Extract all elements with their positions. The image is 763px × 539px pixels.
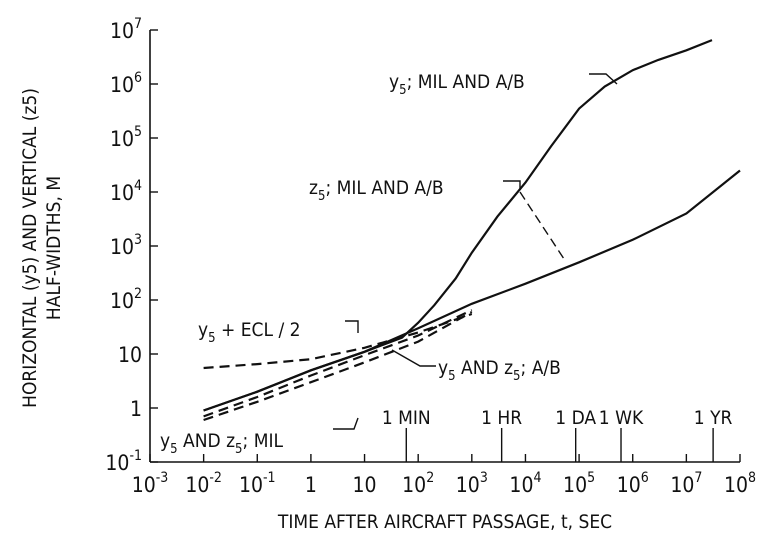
x-tick-label: 108 <box>724 470 756 497</box>
y-tick-label: 104 <box>110 178 142 205</box>
annotation-z5-mil-ab: z5; MIL AND A/B <box>309 177 444 204</box>
y-tick-label: 102 <box>110 286 142 313</box>
series-lines <box>203 39 741 422</box>
x-axis-label: TIME AFTER AIRCRAFT PASSAGE, t, SEC <box>277 511 612 533</box>
y-axis-label-line2: HALF-WIDTHS, M <box>43 176 65 320</box>
time-marker-label: 1 MIN <box>382 407 431 429</box>
time-marker-label: 1 HR <box>481 407 522 429</box>
y-tick-label: 107 <box>110 16 142 43</box>
leader-y5-ecl <box>345 320 359 333</box>
annotation-mil: y5 AND z5; MIL <box>160 430 283 457</box>
leader-a-b <box>391 349 436 367</box>
x-tick-label: 107 <box>670 470 702 497</box>
series-line-1 <box>203 169 741 412</box>
annotation-y5-ecl: y5 + ECL / 2 <box>198 319 301 346</box>
x-tick-label: 104 <box>509 470 541 497</box>
annotation-leaders <box>333 73 618 430</box>
annotation-a-b: y5 AND z5; A/B <box>438 357 561 384</box>
annotation-y5-mil-ab: y5; MIL AND A/B <box>389 71 525 98</box>
leader-z5-mil-ab <box>503 180 521 190</box>
time-markers: 1 MIN 1 HR 1 DA 1 WK 1 YR <box>382 407 733 462</box>
x-tick-label: 102 <box>402 470 434 497</box>
x-tick-label: 10-3 <box>132 470 169 497</box>
x-tick-label: 1 <box>305 473 317 497</box>
time-marker-label: 1 YR <box>694 407 733 429</box>
leader-z5-dashed <box>519 191 567 263</box>
time-marker-label: 1 WK <box>599 407 644 429</box>
y-tick-label: 106 <box>110 70 142 97</box>
x-tick-label: 10-1 <box>239 470 276 497</box>
x-tick-label: 106 <box>617 470 649 497</box>
y-tick-label: 10 <box>118 343 142 367</box>
x-tick-label: 10 <box>353 473 377 497</box>
labels: y5; MIL AND A/B z5; MIL AND A/B y5 + ECL /… <box>19 71 612 533</box>
y-tick-label: 10-1 <box>105 448 142 475</box>
time-marker-label: 1 DA <box>555 407 596 429</box>
x-tick-label: 105 <box>563 470 595 497</box>
series-line-2 <box>203 312 473 370</box>
x-tick-label: 103 <box>456 470 488 497</box>
y-tick-label: 1 <box>130 397 142 421</box>
x-tick-label: 10-2 <box>185 470 222 497</box>
y-tick-label: 103 <box>110 232 142 259</box>
y-tick-label: 105 <box>110 124 142 151</box>
leader-mil <box>333 417 359 430</box>
leader-y5-mil-ab <box>589 73 618 85</box>
y-axis-label-line1: HORIZONTAL (y5) AND VERTICAL (z5) <box>19 88 41 408</box>
series-line-0 <box>203 39 713 412</box>
ticks: 10-3 10-2 10-1 1 10 102 103 104 105 106 107 108 10-1… <box>105 16 756 497</box>
